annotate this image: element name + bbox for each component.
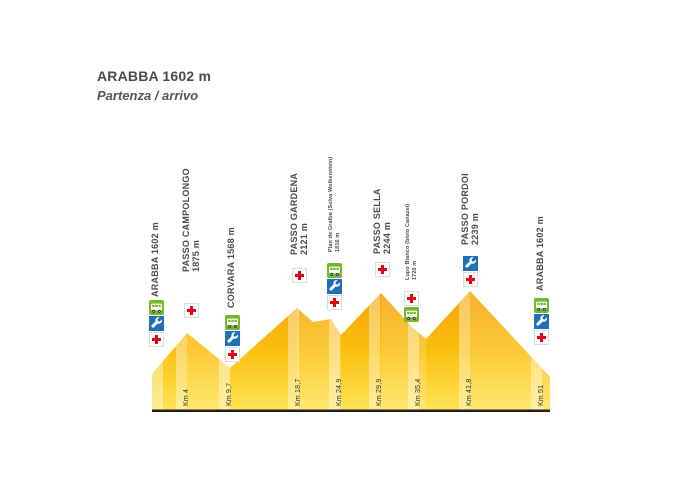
station-arabba-start-line-1: ARABBA 1602 m [150, 222, 161, 297]
station-corvara-line-1: CORVARA 1568 m [226, 227, 237, 308]
km-marker-label: Km 9,7 [226, 382, 233, 406]
cross-icon [374, 262, 390, 277]
baseline [152, 409, 550, 412]
km-stripe-5 [369, 291, 380, 410]
cross-icon [224, 347, 240, 362]
wrench-icon [148, 316, 164, 331]
station-passo-pordoi-line-2: 2239 m [469, 212, 479, 245]
bus-icon [533, 298, 549, 313]
km-marker-label: Km 41,8 [466, 378, 473, 406]
km-stripe-6 [408, 291, 419, 410]
km-marker-label: Km 51 [538, 384, 545, 406]
page-subtitle: Partenza / arrivo [97, 88, 199, 103]
cross-icon [403, 291, 419, 306]
wrench-icon [326, 279, 342, 294]
station-passo-gardena-services [291, 268, 307, 283]
station-passo-gardena-line-1: PASSO GARDENA [288, 172, 299, 255]
cross-icon [462, 272, 478, 287]
station-arabba-finish-services [533, 298, 549, 345]
mountain-right-face-shading [187, 291, 550, 410]
station-arabba-finish-line-1: ARABBA 1602 m [535, 216, 546, 291]
station-passo-sella-services [374, 262, 390, 277]
cross-icon [148, 332, 164, 347]
station-lupo-bianco-line-1: Lupo Bianco (bivio Canazei) [404, 203, 411, 280]
mountain-profile-shape [152, 291, 550, 410]
station-passo-sella-line-1: PASSO SELLA [371, 188, 382, 254]
km-marker-label: Km 35,4 [415, 378, 422, 406]
bus-icon [224, 315, 240, 330]
bus-icon [326, 263, 342, 278]
cross-icon [183, 303, 199, 318]
km-marker-label: Km 18,7 [295, 378, 302, 406]
km-stripe-3 [288, 291, 299, 410]
station-passo-campolongo-line-1: PASSO CAMPOLONGO [180, 168, 191, 272]
page-title: ARABBA 1602 m [97, 68, 212, 84]
wrench-icon [533, 314, 549, 329]
station-arabba-start-services [148, 300, 164, 347]
station-passo-campolongo-services [183, 303, 199, 318]
km-marker-label: Km 24,9 [336, 378, 343, 406]
km-stripe-4 [329, 291, 340, 410]
bus-icon [148, 300, 164, 315]
station-passo-pordoi-line-1: PASSO PORDOI [459, 173, 470, 245]
bus-icon [403, 307, 419, 322]
km-stripe-1 [176, 291, 187, 410]
station-plan-de-gralba-line-1: Plan de Gralba (Selva Wolkenstein) [327, 156, 334, 252]
title-block: ARABBA 1602 m Partenza / arrivo [97, 68, 211, 103]
station-passo-pordoi-services [462, 256, 478, 287]
station-lupo-bianco-services [403, 291, 419, 322]
wrench-icon [224, 331, 240, 346]
cross-icon [533, 330, 549, 345]
station-passo-campolongo-line-2: 1875 m [190, 239, 200, 272]
station-passo-sella-line-2: 2244 m [381, 221, 391, 254]
station-plan-de-gralba-services [326, 263, 342, 310]
km-marker-label: Km 4 [183, 388, 190, 406]
station-plan-de-gralba-line-2: 1816 m [334, 232, 340, 252]
station-passo-gardena-line-2: 2121 m [298, 222, 308, 255]
wrench-icon [462, 256, 478, 271]
station-corvara-services [224, 315, 240, 362]
km-marker-label: Km 29,9 [376, 378, 383, 406]
cross-icon [326, 295, 342, 310]
station-lupo-bianco-line-2: 1720 m [411, 260, 417, 280]
cross-icon [291, 268, 307, 283]
km-stripe-7 [459, 291, 470, 410]
